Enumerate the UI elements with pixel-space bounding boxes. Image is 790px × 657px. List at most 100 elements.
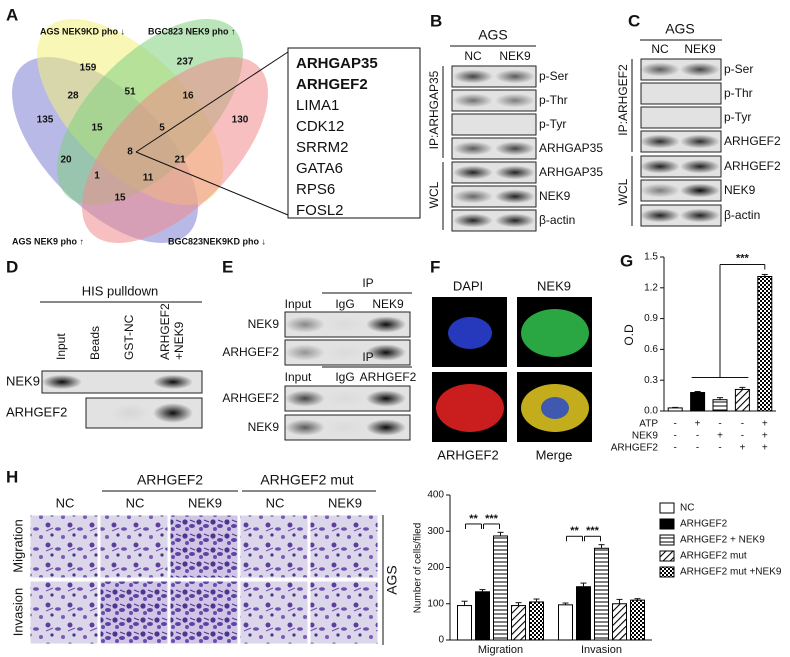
blot-band xyxy=(495,165,535,180)
y-axis-label: Number of cells/filed xyxy=(413,523,424,614)
blot xyxy=(451,113,537,136)
transwell-image xyxy=(29,580,99,645)
condition-sign: - xyxy=(718,443,721,454)
x-tick-label: Migration xyxy=(478,644,523,656)
transwell-image xyxy=(239,514,309,579)
blot-band xyxy=(640,208,680,223)
blot-label: ARHGEF2 xyxy=(222,391,279,405)
blot-label: NEK9 xyxy=(248,317,280,331)
gene-highlight: ARHGEF2 xyxy=(296,76,368,93)
blot-band xyxy=(680,183,720,198)
venn-region-count: 5 xyxy=(159,123,165,134)
cell-line: AGS xyxy=(384,565,400,595)
blot-label: NEK9 xyxy=(539,189,571,203)
y-tick-label: 200 xyxy=(427,562,444,573)
blot-label: NEK9 xyxy=(724,183,756,197)
legend-swatch xyxy=(659,566,675,578)
condition-label: NEK9 xyxy=(632,431,659,442)
lane-label: NC xyxy=(464,49,482,63)
condition-sign: - xyxy=(696,431,699,442)
column-label: NEK9 xyxy=(328,495,362,510)
venn-region-count: 15 xyxy=(91,123,103,134)
column-label: NEK9 xyxy=(188,495,222,510)
blot-band xyxy=(680,134,720,149)
venn-set-label: AGS NEK9 pho ↑ xyxy=(12,236,84,246)
legend-swatch xyxy=(659,518,675,530)
bar xyxy=(690,392,706,412)
bar xyxy=(712,399,728,412)
gene-highlight: ARHGAP35 xyxy=(296,55,378,72)
venn-region-count: 20 xyxy=(60,155,72,166)
venn-set-label: AGS NEK9KD pho ↓ xyxy=(40,26,125,36)
ip-label: IP:ARHGAP35 xyxy=(427,70,441,149)
lane-label: GST-NC xyxy=(122,314,136,360)
blot-band xyxy=(495,141,535,156)
lane-label: NEK9 xyxy=(372,297,404,311)
transwell-image xyxy=(169,514,239,579)
blot-label: ARHGAP35 xyxy=(539,165,603,179)
y-tick-label: 0.9 xyxy=(644,313,658,324)
connector xyxy=(135,151,289,216)
cell-stain xyxy=(448,317,492,349)
ip-label: IP xyxy=(362,276,373,290)
lane-label: NC xyxy=(651,42,669,56)
pulldown-title: HIS pulldown xyxy=(82,283,159,298)
blot-label: β-actin xyxy=(724,208,760,222)
blot-label: p-Ser xyxy=(724,62,753,76)
blot-band xyxy=(42,374,82,390)
significance: *** xyxy=(736,252,750,264)
condition-sign: - xyxy=(696,443,699,454)
legend-label: ARHGEF2 + NEK9 xyxy=(680,535,765,546)
transwell-image xyxy=(309,514,379,579)
gene: CDK12 xyxy=(296,118,344,135)
gene: FOSL2 xyxy=(296,202,344,219)
y-tick-label: 0.3 xyxy=(644,375,658,386)
venn-region-count: 21 xyxy=(174,155,186,166)
venn-region-count: 159 xyxy=(80,63,97,74)
legend-label: NC xyxy=(680,503,694,514)
condition-sign: + xyxy=(762,419,768,430)
ip-label: IP:ARHGEF2 xyxy=(616,64,630,136)
blot-band xyxy=(640,183,680,198)
blot-band xyxy=(153,374,193,390)
column-label: NC xyxy=(266,495,285,510)
condition-sign: - xyxy=(741,431,744,442)
lane-label: ARHGEF2 xyxy=(158,303,172,360)
transwell-image xyxy=(309,580,379,645)
cell-stain xyxy=(521,309,589,357)
panel-letter: B xyxy=(430,11,442,30)
lane-label: IgG xyxy=(335,370,354,384)
bar xyxy=(757,276,773,412)
panel-letter: E xyxy=(222,257,233,276)
venn-region-count: 8 xyxy=(127,147,133,158)
venn-region-count: 51 xyxy=(124,87,136,98)
legend-label: ARHGEF2 mut +NEK9 xyxy=(680,567,782,578)
blot-band xyxy=(453,165,493,180)
blot-band xyxy=(495,69,535,84)
blot-label: p-Thr xyxy=(724,86,753,100)
venn-set-label: BGC823NEK9KD pho ↓ xyxy=(168,236,266,246)
gene: SRRM2 xyxy=(296,139,349,156)
blot-label: ARHGEF2 xyxy=(724,159,781,173)
column-label: NC xyxy=(56,495,75,510)
blot-band xyxy=(285,419,325,436)
y-tick-label: 0.6 xyxy=(644,344,658,355)
venn-region-count: 28 xyxy=(67,91,79,102)
cell-line: AGS xyxy=(665,21,695,37)
group-label: ARHGEF2 xyxy=(137,472,203,488)
blot-band xyxy=(285,390,325,407)
transwell-image xyxy=(99,514,169,579)
wcl-label: WCL xyxy=(616,178,630,205)
significance: *** xyxy=(485,513,499,525)
image-label: NEK9 xyxy=(537,278,571,293)
blot-label: ARHGEF2 xyxy=(222,345,279,359)
bar xyxy=(511,605,526,641)
lane-label: NEK9 xyxy=(499,49,531,63)
blot-band xyxy=(153,403,193,423)
venn-region-count: 130 xyxy=(232,115,249,126)
y-tick-label: 0 xyxy=(438,635,444,646)
x-tick-label: Invasion xyxy=(581,644,622,656)
venn-region-count: 135 xyxy=(37,115,54,126)
blot-band xyxy=(285,316,325,333)
